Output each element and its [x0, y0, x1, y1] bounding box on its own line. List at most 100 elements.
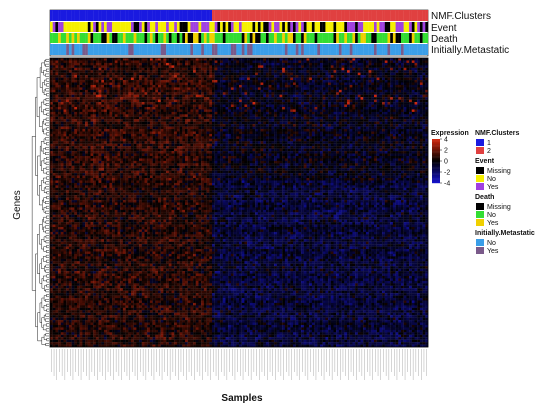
- heatmap-cell: [163, 92, 167, 95]
- heatmap-cell: [411, 114, 415, 117]
- heatmap-cell: [414, 116, 418, 120]
- heatmap-cell: [368, 70, 372, 73]
- heatmap-cell: [398, 65, 402, 68]
- annotation-cell: [133, 33, 137, 43]
- annotation-cell: [55, 44, 59, 55]
- heatmap-cell: [403, 89, 407, 93]
- heatmap-cell: [55, 131, 59, 135]
- heatmap-cell: [117, 104, 121, 108]
- heatmap-cell: [293, 109, 296, 113]
- heatmap-cell: [266, 89, 269, 93]
- heatmap-cell: [268, 75, 272, 78]
- heatmap-cell: [301, 89, 304, 93]
- heatmap-cell: [320, 58, 323, 61]
- heatmap-cell: [90, 72, 94, 76]
- heatmap-cell: [212, 67, 215, 71]
- annotation-cell: [68, 10, 72, 21]
- heatmap-cell: [260, 72, 264, 76]
- heatmap-cell: [182, 62, 186, 66]
- annotation-cell: [220, 33, 223, 43]
- heatmap-cell: [68, 131, 72, 135]
- annotation-cell: [401, 22, 404, 32]
- annotation-cell: [52, 33, 56, 43]
- heatmap-cell: [371, 58, 375, 61]
- annotation-cell: [244, 33, 248, 43]
- heatmap-cell: [158, 75, 161, 78]
- heatmap-cell: [201, 121, 205, 125]
- heatmap-cell: [122, 92, 126, 95]
- heatmap-cell: [317, 82, 321, 86]
- heatmap-cell: [120, 58, 124, 61]
- heatmap-cell: [114, 99, 118, 103]
- heatmap-cell: [179, 97, 183, 100]
- annotation-cell: [158, 22, 161, 32]
- dendrogram-branch: [45, 181, 49, 185]
- heatmap-cell: [171, 87, 175, 90]
- heatmap-cell: [379, 109, 383, 113]
- heatmap-cell: [117, 99, 121, 103]
- heatmap-cell: [217, 70, 221, 73]
- dendrogram-branch: [37, 312, 42, 342]
- heatmap-cell: [90, 104, 94, 108]
- heatmap-cell: [271, 99, 275, 103]
- heatmap-cell: [85, 58, 88, 61]
- heatmap-cell: [187, 124, 191, 127]
- heatmap-cell: [395, 119, 399, 122]
- heatmap-cell: [425, 99, 429, 103]
- heatmap-cell: [355, 60, 358, 64]
- heatmap-cell: [209, 94, 213, 98]
- heatmap-cell: [255, 70, 259, 73]
- dendrogram-branch: [45, 161, 49, 165]
- heatmap-cell: [212, 97, 215, 100]
- heatmap-cell: [209, 121, 213, 125]
- heatmap-cell: [336, 58, 340, 61]
- heatmap-cell: [355, 119, 358, 122]
- heatmap-cell: [131, 126, 134, 130]
- heatmap-cell: [317, 99, 321, 103]
- heatmap-cell: [60, 62, 64, 66]
- heatmap-cell: [425, 75, 429, 78]
- heatmap-cell: [271, 75, 275, 78]
- heatmap-cell: [176, 75, 180, 78]
- heatmap-cell: [417, 82, 421, 86]
- heatmap-cell: [209, 84, 213, 88]
- heatmap-cell: [149, 92, 153, 95]
- heatmap-cell: [55, 109, 59, 113]
- heatmap-cell: [182, 72, 186, 76]
- annotation-cell: [209, 33, 213, 43]
- heatmap-cell: [374, 124, 377, 127]
- heatmap-cell: [149, 75, 153, 78]
- heatmap-cell: [257, 104, 261, 108]
- heatmap-cell: [406, 99, 410, 103]
- heatmap-cell: [306, 124, 310, 127]
- heatmap-cell: [125, 116, 129, 120]
- annotation-cell: [82, 44, 86, 55]
- annotation-cell: [406, 44, 410, 55]
- heatmap-cell: [71, 104, 75, 108]
- heatmap-cell: [276, 102, 280, 105]
- annotation-cell: [109, 10, 113, 21]
- annotation-cell: [411, 44, 415, 55]
- heatmap-cell: [355, 106, 358, 110]
- heatmap-cell: [384, 106, 388, 110]
- heatmap-cell: [236, 67, 240, 71]
- heatmap-cell: [357, 80, 361, 83]
- heatmap-cell: [314, 77, 318, 81]
- annotation-cell: [244, 10, 248, 21]
- heatmap-cell: [409, 109, 412, 113]
- annotation-cell: [255, 10, 259, 21]
- heatmap-cell: [276, 131, 280, 135]
- dendrogram-branch: [45, 298, 49, 302]
- heatmap-cell: [60, 114, 64, 117]
- annotation-cell: [301, 33, 304, 43]
- heatmap-cell: [360, 119, 364, 122]
- heatmap-cell: [74, 92, 78, 95]
- annotation-cell: [276, 44, 280, 55]
- heatmap-cell: [193, 106, 196, 110]
- heatmap-cell: [322, 60, 326, 64]
- heatmap-cell: [104, 80, 107, 83]
- heatmap-cell: [198, 77, 202, 81]
- heatmap-cell: [333, 89, 337, 93]
- annotation-cell: [268, 22, 272, 32]
- heatmap-cell: [387, 62, 391, 66]
